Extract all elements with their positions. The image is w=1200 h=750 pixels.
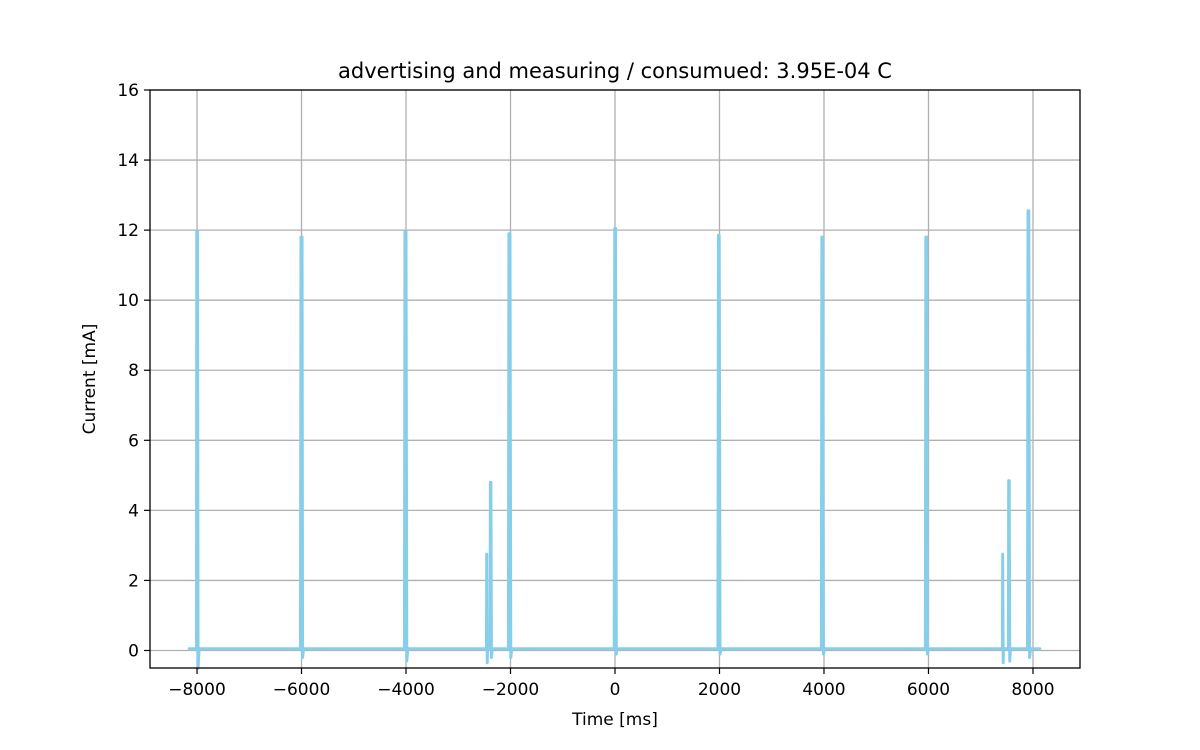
y-tick-label: 6 — [128, 431, 139, 451]
x-tick-label: 8000 — [1011, 680, 1054, 700]
ticks: −8000 −6000 −4000 −2000 0 2000 4000 6000 8000 0 2 4… — [117, 81, 1054, 700]
x-tick-label: −4000 — [377, 680, 435, 700]
y-tick-label: 16 — [117, 81, 139, 101]
y-tick-label: 10 — [117, 291, 139, 311]
x-tick-label: −6000 — [273, 680, 331, 700]
chart-title: advertising and measuring / consumued: 3… — [338, 59, 892, 83]
x-tick-label: 4000 — [802, 680, 845, 700]
x-tick-label: −2000 — [482, 680, 540, 700]
x-tick-label: 0 — [610, 680, 621, 700]
y-tick-label: 12 — [117, 221, 139, 241]
y-tick-label: 8 — [128, 361, 139, 381]
y-tick-label: 4 — [128, 501, 139, 521]
y-tick-label: 14 — [117, 151, 139, 171]
series-line-0 — [187, 209, 1042, 670]
x-tick-label: 2000 — [698, 680, 741, 700]
y-tick-label: 0 — [128, 641, 139, 661]
x-axis-title: Time [ms] — [571, 710, 658, 730]
x-tick-label: 6000 — [907, 680, 950, 700]
x-tick-label: −8000 — [168, 680, 226, 700]
y-axis-title: Current [mA] — [80, 324, 100, 435]
y-tick-label: 2 — [128, 571, 139, 591]
series-layer — [187, 209, 1042, 670]
